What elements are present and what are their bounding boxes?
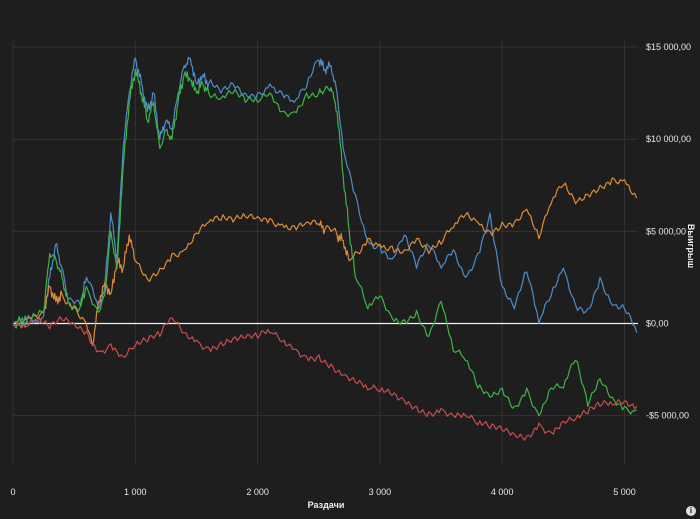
- series-line: [12, 177, 638, 347]
- y-tick-label: $10 000,00: [646, 134, 691, 144]
- x-axis-ticks: 0 1 000 2 000 3 000 4 000 5 000: [10, 487, 635, 497]
- y-axis-title: Выигрыш: [686, 224, 696, 268]
- series-line: [12, 68, 637, 417]
- y-tick-label: $0,00: [646, 319, 669, 329]
- x-tick-label: 0: [10, 487, 15, 497]
- x-tick-label: 4 000: [491, 487, 514, 497]
- x-tick-label: 5 000: [613, 487, 636, 497]
- x-tick-label: 3 000: [369, 487, 392, 497]
- info-icon[interactable]: i: [686, 506, 696, 516]
- series-line: [12, 56, 638, 333]
- x-axis-title: Раздачи: [308, 500, 345, 510]
- grid-lines: [12, 40, 638, 465]
- x-tick-label: 2 000: [246, 487, 269, 497]
- series-line: [12, 316, 638, 441]
- series-lines: [12, 56, 638, 441]
- y-tick-label: $15 000,00: [646, 42, 691, 52]
- y-tick-label: $5 000,00: [646, 226, 686, 236]
- x-tick-label: 1 000: [124, 487, 147, 497]
- y-tick-label: -$5 000,00: [646, 411, 689, 421]
- y-axis-ticks: $15 000,00 $10 000,00 $5 000,00 $0,00 -$5 00…: [646, 42, 691, 421]
